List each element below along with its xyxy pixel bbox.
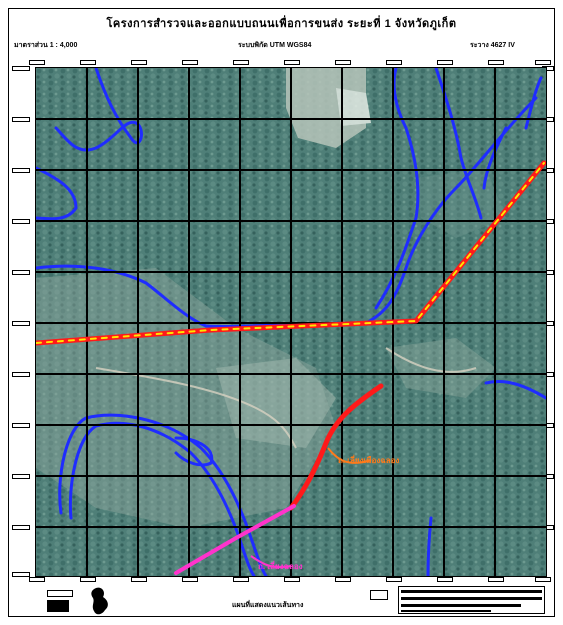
map-title: โครงการสำรวจและออกแบบถนนเพื่อการขนส่ง ระ… (106, 18, 457, 30)
route-magenta-label: ถ. เลี่ยงฉลอง (258, 562, 303, 571)
secondary-road-route (288, 383, 384, 511)
legend-table (398, 586, 545, 614)
legend-symbol-box (370, 590, 388, 600)
scale-label: มาตราส่วน 1 : 4,000 (14, 42, 78, 49)
coordinate-system-label: ระบบพิกัด UTM WGS84 (238, 42, 312, 49)
island-locator-icon (91, 587, 108, 615)
route-red-leader (327, 447, 372, 464)
map-canvas (36, 68, 546, 576)
sheet-number-label: ระวาง 4627 IV (470, 42, 515, 49)
coordinate-grid (36, 68, 546, 576)
route-magenta-leader (250, 555, 292, 569)
new-road-route (174, 504, 296, 575)
north-arrow-block (44, 588, 76, 614)
route-red-label: ถ. เลี่ยงเมืองฉลอง (338, 456, 400, 465)
main-road-route (36, 160, 546, 346)
aerial-map: ถ. เลี่ยงเมืองฉลอง ถ. เลี่ยงฉลอง (35, 67, 547, 577)
minor-tracks (95, 347, 477, 449)
map-footer-title: แผนที่แสดงแนวเส้นทาง (232, 602, 304, 609)
